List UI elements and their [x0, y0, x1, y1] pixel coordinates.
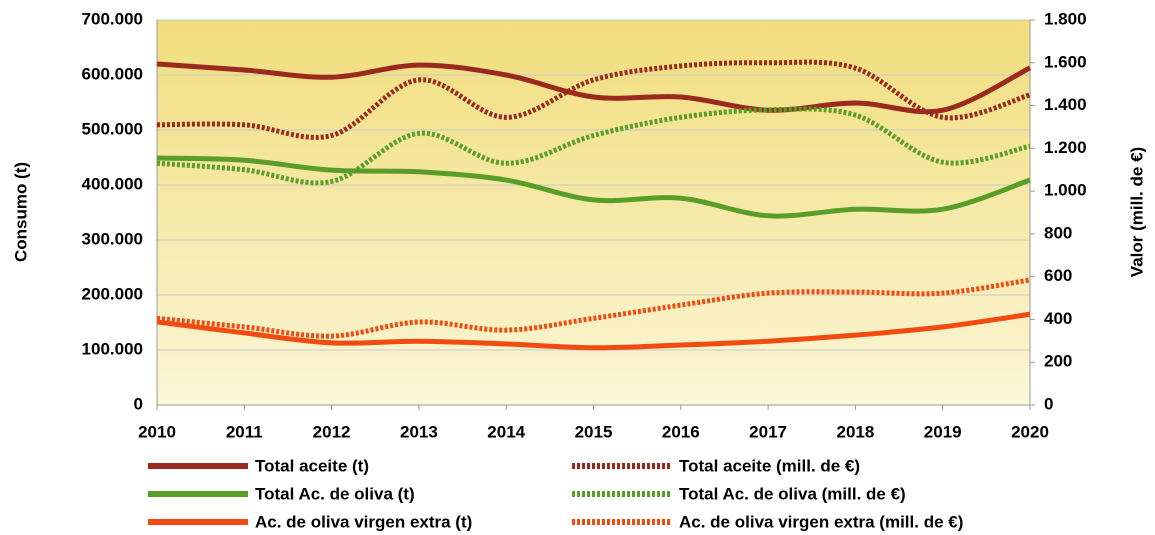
x-tick-label: 2017: [749, 422, 787, 441]
y2-tick-label: 600: [1044, 266, 1072, 285]
y2-tick-label: 0: [1044, 394, 1053, 413]
legend-label: Total aceite (mill. de €): [679, 456, 860, 475]
x-tick-label: 2018: [836, 422, 874, 441]
series-line: [156, 277, 1031, 339]
y-tick-label: 100.000: [82, 339, 143, 358]
y2-tick-label: 1.000: [1044, 181, 1087, 200]
x-tick-label: 2014: [487, 422, 525, 441]
series-line: [156, 61, 1032, 115]
legend-label: Total Ac. de oliva (mill. de €): [679, 484, 906, 503]
x-tick-label: 2019: [924, 422, 962, 441]
legend-label: Total Ac. de oliva (t): [255, 484, 415, 503]
x-tick-label: 2013: [400, 422, 438, 441]
x-tick-label: 2010: [138, 422, 176, 441]
y-tick-label: 400.000: [82, 174, 143, 193]
x-tick-label: 2016: [662, 422, 700, 441]
y2-tick-label: 1.200: [1044, 138, 1087, 157]
x-tick-label: 2011: [226, 422, 263, 441]
series-line: [156, 106, 1031, 186]
legend-label: Ac. de oliva virgen extra (mill. de €): [679, 512, 963, 531]
y2-tick-label: 200: [1044, 352, 1072, 371]
y-tick-label: 700.000: [82, 9, 143, 28]
y-tick-label: 0: [134, 394, 143, 413]
series-line: [156, 311, 1031, 351]
x-tick-label: 2020: [1011, 422, 1049, 441]
y2-axis-label: Valor (mill. de €): [1127, 147, 1146, 277]
series-line: [156, 59, 1031, 140]
y2-tick-label: 400: [1044, 309, 1072, 328]
y-tick-label: 300.000: [82, 229, 143, 248]
y2-tick-label: 1.800: [1044, 9, 1087, 28]
legend-label: Ac. de oliva virgen extra (t): [255, 512, 472, 531]
y-axis-label: Consumo (t): [11, 162, 30, 262]
x-tick-label: 2015: [575, 422, 613, 441]
y2-tick-label: 1.400: [1044, 95, 1087, 114]
y2-tick-label: 800: [1044, 223, 1072, 242]
y-tick-label: 500.000: [82, 119, 143, 138]
y-tick-label: 200.000: [82, 284, 143, 303]
legend-label: Total aceite (t): [255, 456, 369, 475]
series-line: [156, 155, 1031, 219]
y-tick-label: 600.000: [82, 64, 143, 83]
y2-tick-label: 1.600: [1044, 52, 1087, 71]
x-tick-label: 2012: [313, 422, 351, 441]
